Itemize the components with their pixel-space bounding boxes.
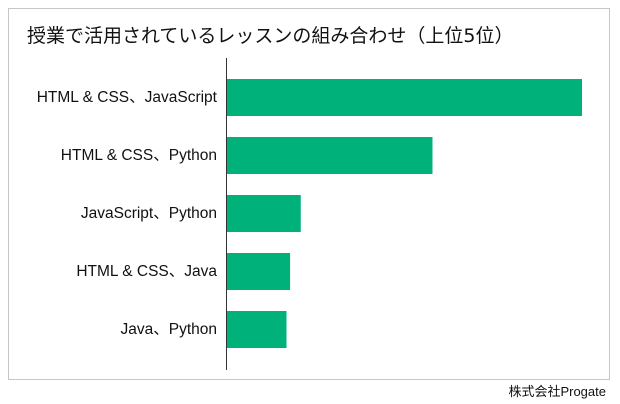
bar-4 xyxy=(226,253,291,290)
category-label-5: Java、Python xyxy=(121,321,218,338)
bars xyxy=(226,79,582,348)
chart-frame xyxy=(8,8,610,380)
bar-2 xyxy=(226,137,433,174)
bar-3 xyxy=(226,195,301,232)
category-label-2: HTML & CSS、Python xyxy=(61,147,217,164)
credit-text: 株式会社Progate xyxy=(508,384,606,399)
category-labels: HTML & CSS、JavaScript HTML & CSS、Python Ja… xyxy=(37,89,218,338)
bar-1 xyxy=(226,79,582,116)
category-label-1: HTML & CSS、JavaScript xyxy=(37,89,218,106)
bar-5 xyxy=(226,311,287,348)
category-label-4: HTML & CSS、Java xyxy=(76,263,217,280)
category-label-3: JavaScript、Python xyxy=(81,205,217,222)
chart-title: 授業で活用されているレッスンの組み合わせ（上位5位） xyxy=(27,25,514,47)
